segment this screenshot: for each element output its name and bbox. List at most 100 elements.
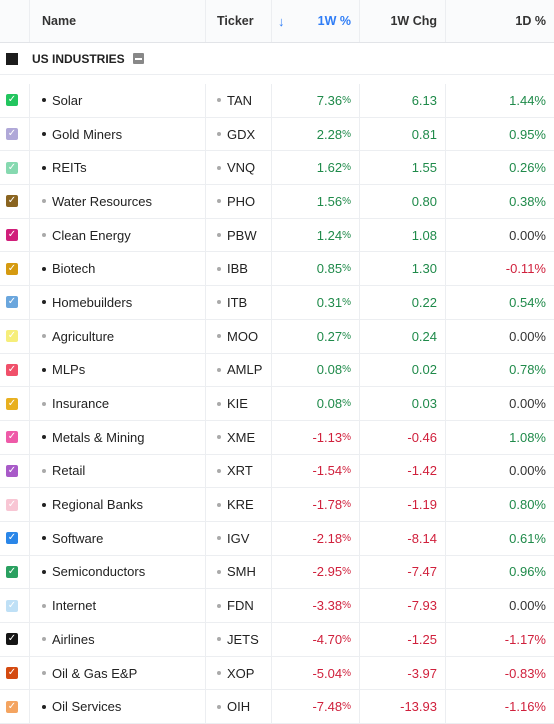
header-1w-pct[interactable]: ↓ 1W %	[272, 0, 360, 42]
table-row[interactable]: ✓ Internet FDN -3.38% -7.93 0.00%	[0, 589, 554, 623]
row-1w-pct: -2.95%	[272, 555, 360, 589]
row-ticker[interactable]: KRE	[227, 497, 254, 513]
table-row[interactable]: ✓ Water Resources PHO 1.56% 0.80 0.38%	[0, 185, 554, 219]
row-ticker[interactable]: AMLP	[227, 362, 263, 378]
table-row[interactable]: ✓ Homebuilders ITB 0.31% 0.22 0.54%	[0, 286, 554, 320]
table-row[interactable]: ✓ Metals & Mining XME -1.13% -0.46 1.08%	[0, 420, 554, 455]
row-name[interactable]: Gold Miners	[52, 126, 123, 142]
table-row[interactable]: ✓ Oil & Gas E&P XOP -5.04% -3.97 -0.83%	[0, 656, 554, 691]
checkbox-check-icon[interactable]: ✓	[6, 363, 18, 376]
checkbox-check-icon[interactable]: ✓	[6, 128, 18, 141]
row-ticker-cell: AMLP	[206, 353, 272, 387]
table-row[interactable]: ✓ Solar TAN 7.36% 6.13 1.44%	[0, 84, 554, 118]
table-row[interactable]: ✓ Oil Services OIH -7.48% -13.93 -1.16%	[0, 690, 554, 724]
row-ticker[interactable]: OIH	[227, 699, 251, 715]
row-checkbox-cell: ✓	[0, 151, 30, 185]
table-row[interactable]: ✓ MLPs AMLP 0.08% 0.02 0.78%	[0, 353, 554, 388]
checkbox-check-icon[interactable]: ✓	[6, 94, 18, 107]
row-1d-pct: 0.61%	[509, 530, 546, 546]
row-ticker[interactable]: SMH	[227, 564, 256, 580]
checkbox-check-icon[interactable]: ✓	[6, 633, 18, 646]
row-ticker[interactable]: ITB	[227, 294, 248, 310]
table-row[interactable]: ✓ Biotech IBB 0.85% 1.30 -0.11%	[0, 252, 554, 287]
row-name[interactable]: Software	[52, 530, 104, 546]
row-name-cell: Airlines	[30, 623, 206, 656]
row-name[interactable]: MLPs	[52, 362, 86, 378]
header-1w-pct-label: 1W %	[317, 14, 351, 28]
checkbox-check-icon[interactable]: ✓	[6, 565, 18, 578]
row-ticker[interactable]: VNQ	[227, 160, 256, 176]
row-name[interactable]: Oil & Gas E&P	[52, 665, 138, 681]
checkbox-check-icon[interactable]: ✓	[6, 667, 18, 680]
row-1d-pct: 1.44%	[509, 92, 546, 108]
row-ticker-cell: PBW	[206, 218, 272, 252]
checkbox-check-icon[interactable]: ✓	[6, 700, 18, 713]
percent-sign: %	[342, 162, 351, 174]
header-1d-pct[interactable]: 1D %	[515, 14, 546, 28]
table-row[interactable]: ✓ Clean Energy PBW 1.24% 1.08 0.00%	[0, 218, 554, 253]
table-row[interactable]: ✓ REITs VNQ 1.62% 1.55 0.26%	[0, 151, 554, 186]
table-row[interactable]: ✓ Regional Banks KRE -1.78% -1.19 0.80%	[0, 488, 554, 522]
checkbox-check-icon[interactable]: ✓	[6, 498, 18, 511]
header-1w-chg[interactable]: 1W Chg	[360, 0, 446, 42]
row-ticker[interactable]: MOO	[227, 328, 259, 344]
row-checkbox-cell: ✓	[0, 218, 30, 252]
table-row[interactable]: ✓ Semiconductors SMH -2.95% -7.47 0.96%	[0, 555, 554, 590]
row-ticker[interactable]: TAN	[227, 92, 253, 108]
row-ticker[interactable]: XOP	[227, 665, 255, 681]
row-ticker-cell: IGV	[206, 521, 272, 555]
row-ticker[interactable]: GDX	[227, 126, 256, 142]
row-name[interactable]: Metals & Mining	[52, 429, 145, 445]
checkbox-check-icon[interactable]: ✓	[6, 397, 18, 410]
percent-sign: %	[342, 229, 351, 241]
checkbox-check-icon[interactable]: ✓	[6, 330, 18, 343]
row-name[interactable]: Homebuilders	[52, 294, 133, 310]
checkbox-check-icon[interactable]: ✓	[6, 431, 18, 444]
row-name[interactable]: Oil Services	[52, 699, 122, 715]
checkbox-check-icon[interactable]: ✓	[6, 161, 18, 174]
table-row[interactable]: ✓ Insurance KIE 0.08% 0.03 0.00%	[0, 387, 554, 421]
row-1d-pct: 0.00%	[509, 328, 546, 344]
row-ticker-cell: PHO	[206, 185, 272, 218]
row-name[interactable]: Solar	[52, 92, 83, 108]
table-row[interactable]: ✓ Retail XRT -1.54% -1.42 0.00%	[0, 454, 554, 489]
row-ticker[interactable]: PHO	[227, 193, 256, 209]
row-name[interactable]: Airlines	[52, 631, 95, 647]
row-ticker[interactable]: JETS	[227, 631, 259, 647]
header-name[interactable]: Name	[30, 0, 206, 42]
row-ticker[interactable]: KIE	[227, 396, 248, 412]
table-row[interactable]: ✓ Software IGV -2.18% -8.14 0.61%	[0, 521, 554, 556]
row-name[interactable]: Semiconductors	[52, 564, 146, 580]
row-ticker[interactable]: IGV	[227, 530, 250, 546]
checkbox-check-icon[interactable]: ✓	[6, 195, 18, 208]
row-name[interactable]: Clean Energy	[52, 227, 131, 243]
checkbox-check-icon[interactable]: ✓	[6, 599, 18, 612]
row-ticker[interactable]: FDN	[227, 598, 254, 614]
row-name[interactable]: Internet	[52, 598, 97, 614]
row-1w-pct-value: 7.36	[316, 92, 343, 108]
checkbox-check-icon[interactable]: ✓	[6, 262, 18, 275]
row-ticker[interactable]: PBW	[227, 227, 257, 243]
row-name[interactable]: Agriculture	[52, 328, 115, 344]
table-row[interactable]: ✓ Agriculture MOO 0.27% 0.24 0.00%	[0, 319, 554, 354]
checkbox-check-icon[interactable]: ✓	[6, 532, 18, 545]
row-ticker[interactable]: IBB	[227, 261, 248, 277]
row-name[interactable]: Retail	[52, 463, 86, 479]
checkbox-check-icon[interactable]: ✓	[6, 464, 18, 477]
checkbox-check-icon[interactable]: ✓	[6, 229, 18, 242]
row-name[interactable]: Insurance	[52, 396, 110, 412]
group-row[interactable]: US INDUSTRIES	[0, 43, 554, 75]
checkbox-check-icon[interactable]: ✓	[6, 296, 18, 309]
table-row[interactable]: ✓ Airlines JETS -4.70% -1.25 -1.17%	[0, 623, 554, 657]
row-name[interactable]: Water Resources	[52, 193, 152, 209]
row-name[interactable]: Regional Banks	[52, 497, 144, 513]
row-name[interactable]: REITs	[52, 160, 87, 176]
header-ticker[interactable]: Ticker	[206, 0, 272, 42]
bullet-icon	[42, 300, 46, 305]
row-ticker[interactable]: XME	[227, 429, 256, 445]
collapse-icon[interactable]	[132, 53, 144, 64]
row-name[interactable]: Biotech	[52, 261, 96, 277]
row-ticker[interactable]: XRT	[227, 463, 253, 479]
table-row[interactable]: ✓ Gold Miners GDX 2.28% 0.81 0.95%	[0, 117, 554, 152]
